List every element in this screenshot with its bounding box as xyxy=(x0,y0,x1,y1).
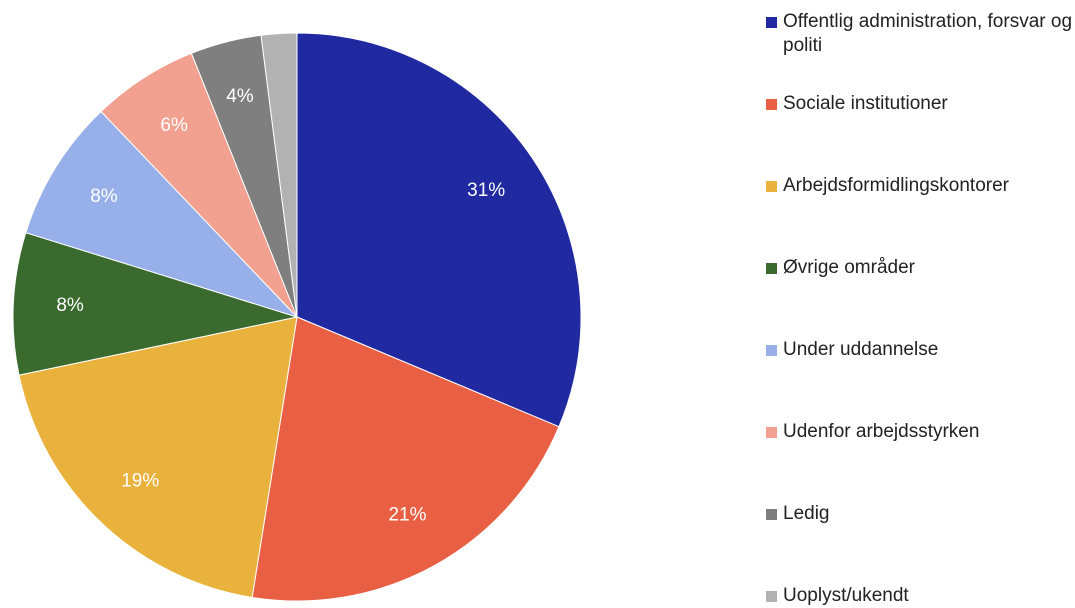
legend-swatch xyxy=(766,427,777,438)
pie-slice xyxy=(251,316,560,602)
pie-slice xyxy=(296,32,582,428)
legend-label: Under uddannelse xyxy=(783,339,939,360)
pie-slice xyxy=(12,232,299,376)
legend-item: Offentlig administration, forsvar og pol… xyxy=(766,10,1073,58)
chart: 31% 21% 19% 8% 8% 6% 4% xyxy=(12,32,582,602)
legend-item: Arbejdsformidlingskontorer xyxy=(766,174,1073,198)
legend-swatch xyxy=(766,99,777,110)
pie-slice xyxy=(18,316,298,599)
data-label: 21% xyxy=(388,505,426,526)
legend-item: Ledig xyxy=(766,502,1073,526)
legend-swatch xyxy=(766,181,777,192)
legend-label: Øvrige områder xyxy=(783,257,915,278)
legend-item: Udenfor arbejdsstyrken xyxy=(766,420,1073,444)
data-label: 4% xyxy=(226,86,254,107)
legend-item: Under uddannelse xyxy=(766,338,1073,362)
legend-label: Ledig xyxy=(783,503,830,524)
data-label: 31% xyxy=(467,180,505,201)
legend-item: Øvrige områder xyxy=(766,256,1073,280)
legend-swatch xyxy=(766,591,777,602)
data-label: 19% xyxy=(121,470,159,491)
legend-swatch xyxy=(766,345,777,356)
legend-label: Arbejdsformidlingskontorer xyxy=(783,175,1009,196)
data-label: 6% xyxy=(160,115,188,136)
pie-slice xyxy=(260,32,298,318)
legend-item: Uoplyst/ukendt xyxy=(766,584,1073,608)
legend-swatch xyxy=(766,17,777,28)
legend-label: Offentlig administration, forsvar og pol… xyxy=(783,11,1073,56)
legend-item: Sociale institutioner xyxy=(766,92,1073,116)
data-label: 8% xyxy=(90,186,118,207)
legend-swatch xyxy=(766,263,777,274)
pie-slice xyxy=(25,110,299,319)
legend-label: Sociale institutioner xyxy=(783,93,948,114)
data-label: 8% xyxy=(56,295,84,316)
legend-label: Uoplyst/ukendt xyxy=(783,585,909,606)
legend-label: Udenfor arbejdsstyrken xyxy=(783,421,980,442)
legend-swatch xyxy=(766,509,777,520)
